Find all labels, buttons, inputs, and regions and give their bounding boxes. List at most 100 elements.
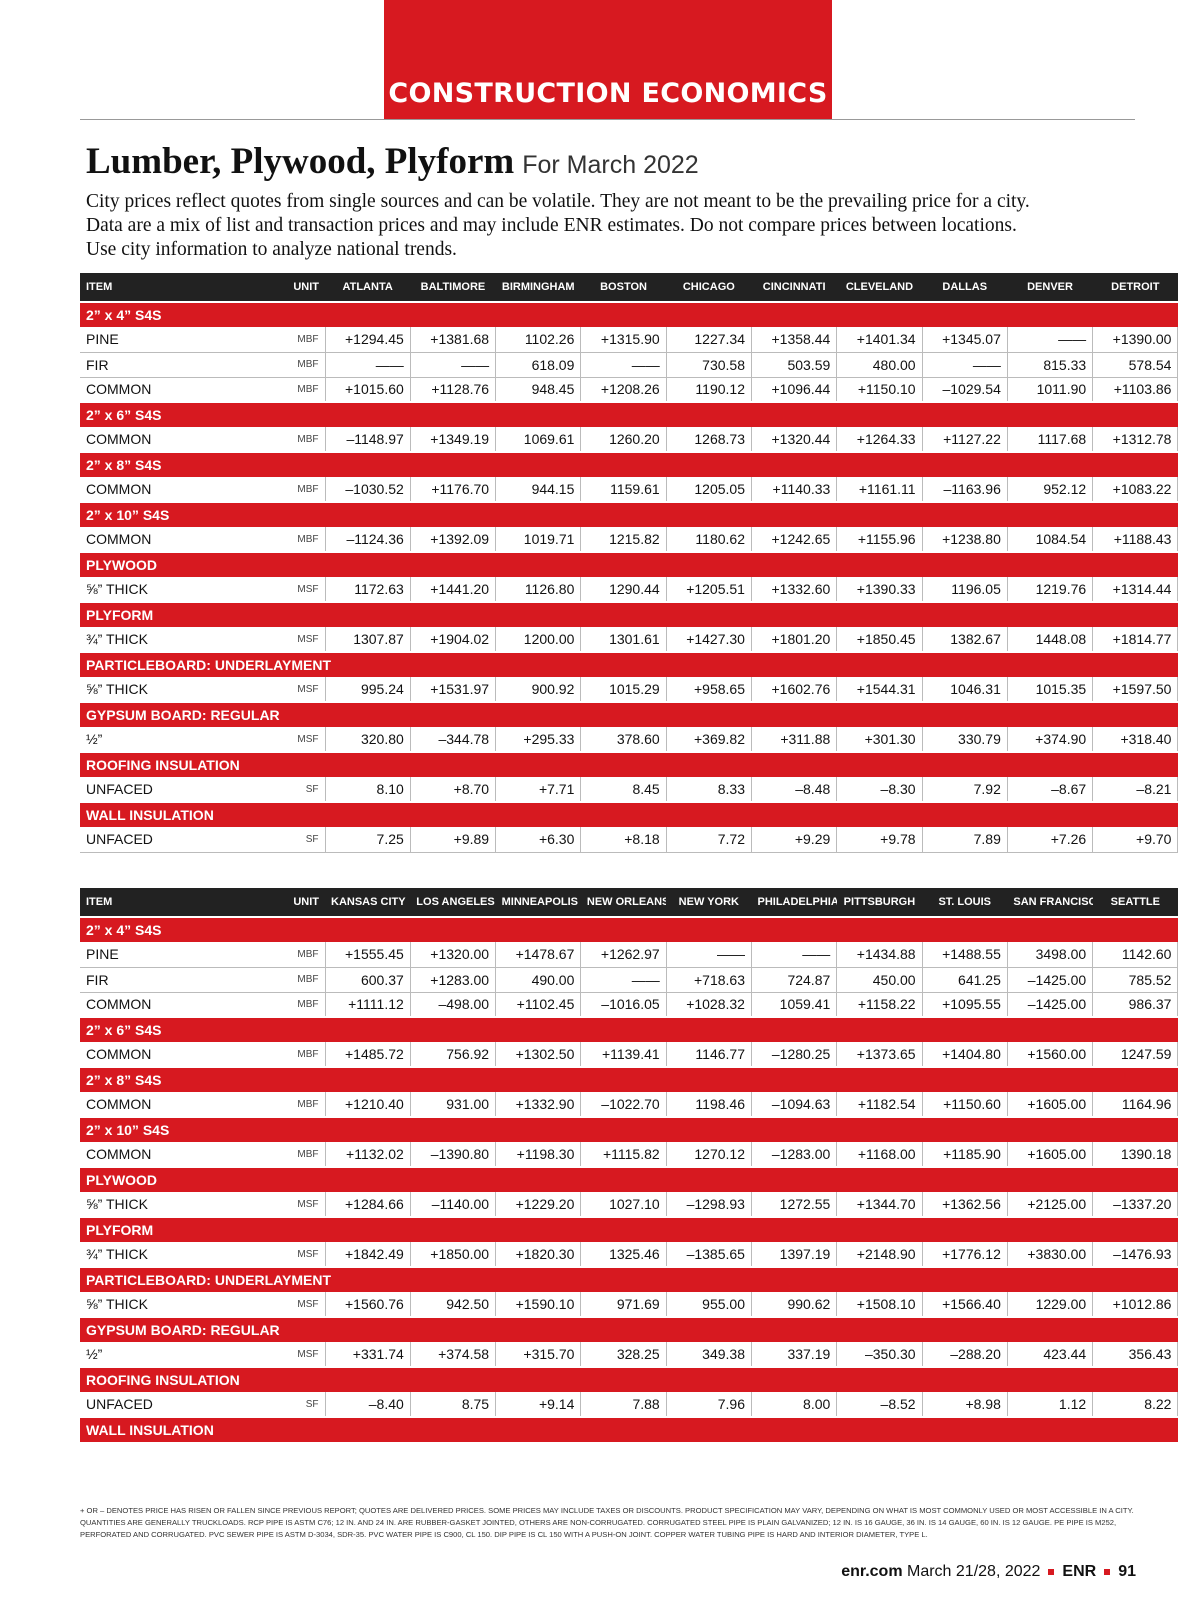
price: +301.30: [836, 727, 923, 753]
price: –1390.80: [410, 1142, 497, 1168]
group-row: WALL INSULATION: [80, 801, 1178, 827]
item: COMMON: [80, 1142, 285, 1168]
price: +1441.20: [410, 577, 497, 603]
price: –1425.00: [1007, 967, 1094, 993]
price: 1146.77: [666, 1042, 752, 1068]
data-row: UNFACED SF 7.25 +9.89 +6.30 +8.18 7.72 +9.29 +9.…: [80, 827, 1179, 853]
divider: [1048, 1568, 1055, 1575]
price: 1084.54: [1007, 527, 1094, 553]
header-row: ITEM UNIT KANSAS CITY LOS ANGELES MINNEAPOLI…: [80, 888, 1178, 917]
price: –344.78: [410, 727, 497, 753]
price: +1198.30: [495, 1142, 582, 1168]
price: +1210.40: [325, 1092, 411, 1118]
price: 503.59: [751, 352, 838, 378]
unit: MBF: [285, 477, 326, 503]
group-name: PLYWOOD: [80, 551, 1178, 577]
title-block: Lumber, Plywood, Plyform For March 2022: [86, 140, 699, 183]
intro-line: Use city information to analyze national…: [86, 239, 457, 260]
price: +1392.09: [410, 527, 497, 553]
price: +1602.76: [751, 677, 838, 703]
section-label: CONSTRUCTION ECONOMICS: [388, 78, 828, 109]
data-row: COMMON MBF +1111.12 –498.00 +1102.45 –1016.05…: [80, 992, 1179, 1018]
unit: SF: [285, 827, 326, 853]
data-row: FIR MBF 600.37 +1283.00 490.00 —— +718.63 724.8…: [80, 967, 1179, 993]
price: +1850.00: [410, 1242, 497, 1268]
group-name: PLYFORM: [80, 1216, 1178, 1242]
price: –288.20: [922, 1342, 1008, 1368]
price: 480.00: [836, 352, 923, 378]
unit: MBF: [285, 1042, 326, 1068]
price: +9.29: [751, 827, 838, 853]
group-row: PLYFORM: [80, 1216, 1178, 1242]
price: +8.70: [410, 777, 497, 803]
price: +8.98: [922, 1392, 1008, 1418]
item: ½”: [80, 727, 285, 753]
price: +1294.45: [325, 327, 411, 353]
group-row: GYPSUM BOARD: REGULAR: [80, 1316, 1178, 1342]
price: 8.22: [1092, 1392, 1179, 1418]
footnote: + OR – DENOTES PRICE HAS RISEN OR FALLEN…: [80, 1506, 1134, 1539]
price: 952.12: [1007, 477, 1094, 503]
price: 349.38: [666, 1342, 752, 1368]
price-table: ITEM UNIT KANSAS CITY LOS ANGELES MINNEAPOLI…: [80, 888, 1179, 1442]
price: +1404.80: [922, 1042, 1008, 1068]
price: 1215.82: [580, 527, 667, 553]
item: COMMON: [80, 1092, 285, 1118]
price: +3830.00: [1007, 1242, 1094, 1268]
column-header: KANSAS CITY: [325, 888, 411, 917]
data-row: ½” MSF +331.74 +374.58 +315.70 328.25 349.38 33…: [80, 1342, 1179, 1368]
price: 1272.55: [751, 1192, 838, 1218]
data-row: FIR MBF —— —— 618.09 —— 730.58 503.59 480.00 —— 81…: [80, 352, 1179, 378]
price: –8.40: [325, 1392, 411, 1418]
price: 337.19: [751, 1342, 838, 1368]
item: PINE: [80, 327, 285, 353]
group-name: WALL INSULATION: [80, 801, 1178, 827]
price: +1229.20: [495, 1192, 582, 1218]
item: COMMON: [80, 477, 285, 503]
page-footer: enr.com March 21/28, 2022 ENR 91: [841, 1563, 1136, 1581]
header-row: ITEM UNIT ATLANTA BALTIMORE BIRMINGHAM BOSTON…: [80, 273, 1178, 302]
unit: MSF: [285, 1292, 326, 1318]
data-row: ⅝” THICK MSF 995.24 +1531.97 900.92 1015.29 +9…: [80, 677, 1179, 703]
price: +1140.33: [751, 477, 838, 503]
price: +1597.50: [1092, 677, 1179, 703]
item: FIR: [80, 967, 285, 993]
item: FIR: [80, 352, 285, 378]
item: UNFACED: [80, 1392, 285, 1418]
group-row: 2” x 6” S4S: [80, 1016, 1178, 1042]
price: 971.69: [580, 1292, 667, 1318]
price: ——: [325, 352, 411, 378]
price: +1161.11: [836, 477, 923, 503]
price: +2148.90: [836, 1242, 923, 1268]
price: 423.44: [1007, 1342, 1094, 1368]
price: +1208.26: [580, 377, 667, 403]
price: 1196.05: [922, 577, 1008, 603]
data-row: ⅝” THICK MSF +1560.76 942.50 +1590.10 971.69 9…: [80, 1292, 1179, 1318]
price: +1362.56: [922, 1192, 1008, 1218]
price: 1448.08: [1007, 627, 1094, 653]
price: –8.48: [751, 777, 838, 803]
price: +1102.45: [495, 992, 582, 1018]
column-header: CLEVELAND: [836, 273, 923, 302]
price: 995.24: [325, 677, 411, 703]
price: +1485.72: [325, 1042, 411, 1068]
price: –1425.00: [1007, 992, 1094, 1018]
price: 756.92: [410, 1042, 497, 1068]
price: +1320.00: [410, 942, 497, 968]
data-row: ⅝” THICK MSF 1172.63 +1441.20 1126.80 1290.44…: [80, 577, 1179, 603]
price: 990.62: [751, 1292, 838, 1318]
price: +1096.44: [751, 377, 838, 403]
price: 600.37: [325, 967, 411, 993]
price: +1012.86: [1092, 1292, 1179, 1318]
price: +1560.76: [325, 1292, 411, 1318]
price: +1115.82: [580, 1142, 667, 1168]
price: –498.00: [410, 992, 497, 1018]
price: 1301.61: [580, 627, 667, 653]
price: +1560.00: [1007, 1042, 1094, 1068]
price: +1205.51: [666, 577, 752, 603]
item: COMMON: [80, 992, 285, 1018]
group-name: PLYFORM: [80, 601, 1178, 627]
price: +1315.90: [580, 327, 667, 353]
price: +1820.30: [495, 1242, 582, 1268]
